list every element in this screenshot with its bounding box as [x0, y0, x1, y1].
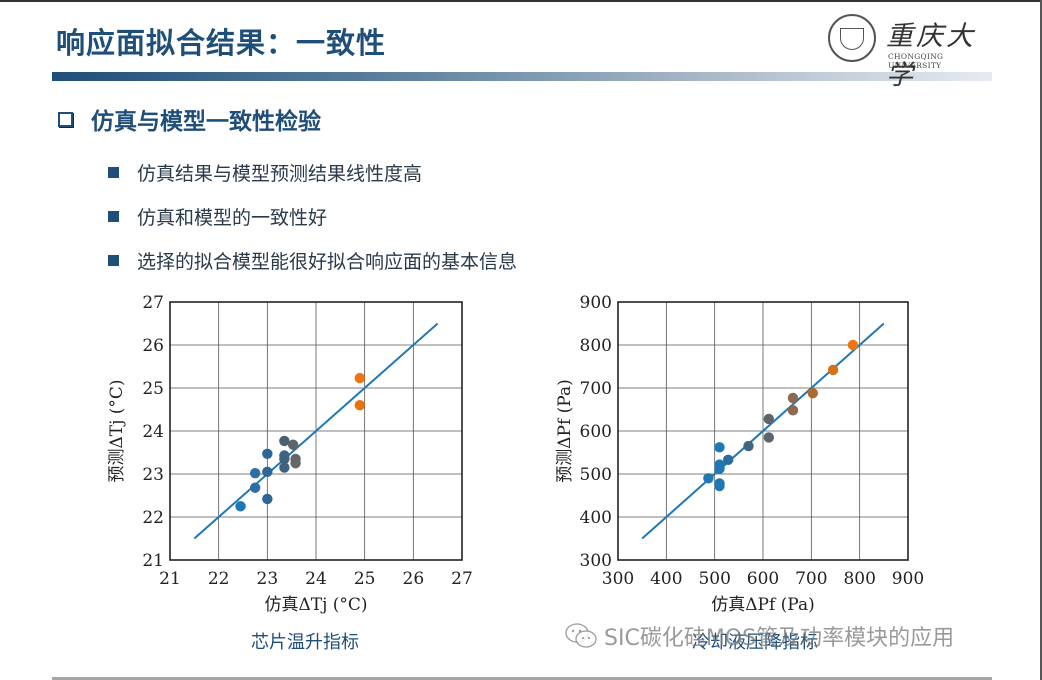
x-axis-label: 仿真ΔTj (°C): [264, 595, 367, 615]
x-tick-label: 26: [403, 569, 425, 589]
data-point: [723, 454, 734, 466]
x-axis-label: 仿真ΔPf (Pa): [711, 595, 815, 615]
chart-junction-temperature: 21 22 23 24 25 26 27 21 22 23 24 25 26 27 仿真ΔTj (°C) 预测…: [100, 290, 500, 620]
bullet-text: 选择的拟合模型能很好拟合响应面的基本信息: [137, 250, 518, 273]
y-axis-label: 预测ΔPf (Pa): [555, 379, 575, 483]
plot-frame: [617, 301, 909, 561]
section-heading-text: 仿真与模型一致性检验: [91, 109, 321, 135]
data-point: [714, 459, 725, 470]
x-tick-label: 900: [892, 569, 924, 589]
university-seal-icon: [828, 14, 876, 62]
fit-line: [193, 322, 439, 540]
x-tick-label: 27: [451, 569, 473, 589]
square-bullet-icon: [108, 254, 119, 266]
scatter-plot-pressure: 300 400 500 600 700 800 900 300 400 500 600 700 800 9…: [555, 293, 924, 615]
y-tick-label: 25: [142, 379, 164, 399]
x-tick-label: 25: [354, 569, 376, 589]
data-point: [703, 473, 714, 484]
bullet-text: 仿真结果与模型预测结果线性度高: [137, 162, 423, 185]
y-tick-label: 26: [142, 336, 164, 356]
data-point: [787, 392, 799, 404]
data-point: [287, 439, 299, 450]
x-tick-label: 700: [795, 569, 827, 589]
data-point: [714, 442, 725, 453]
bottom-divider: [52, 677, 992, 680]
square-bullet-icon: [108, 166, 119, 178]
y-tick-label: 600: [580, 422, 612, 442]
data-point: [847, 339, 859, 351]
data-point: [249, 467, 261, 479]
x-tick-label: 24: [305, 569, 327, 589]
data-point: [279, 462, 290, 473]
checkbox-bullet-icon: [58, 111, 73, 127]
data-point: [763, 413, 774, 425]
x-tick-label: 500: [698, 569, 730, 589]
data-point: [714, 478, 725, 489]
x-tick-label: 300: [602, 569, 634, 589]
data-point: [807, 387, 818, 399]
y-tick-label: 24: [142, 422, 164, 442]
data-point: [354, 400, 365, 411]
plot-frame: [169, 301, 463, 561]
bullet-list: 仿真结果与模型预测结果线性度高 仿真和模型的一致性好 选择的拟合模型能很好拟合响…: [108, 150, 517, 282]
slide-right-border: [1040, 0, 1042, 680]
y-tick-label: 27: [142, 293, 164, 313]
data-point: [763, 432, 774, 443]
section-heading: 仿真与模型一致性检验: [58, 102, 321, 136]
square-bullet-icon: [108, 210, 119, 222]
data-point: [827, 364, 839, 376]
wechat-icon: [565, 623, 597, 648]
x-tick-label: 23: [257, 569, 279, 589]
x-tick-label: 800: [843, 569, 875, 589]
x-tick-label: 22: [208, 569, 230, 589]
y-tick-label: 900: [580, 293, 612, 313]
caption-right: 冷却液压降指标: [692, 632, 818, 653]
logo-english-name: CHONGQING UNIVERSITY: [888, 52, 944, 70]
y-axis-label: 预测ΔTj (°C): [107, 379, 127, 482]
fit-line: [641, 322, 885, 540]
data-point: [290, 453, 301, 465]
seal-shield-icon: [840, 28, 864, 50]
data-point: [787, 405, 799, 416]
y-tick-label: 700: [580, 379, 612, 399]
y-tick-label: 800: [580, 336, 612, 356]
slide-title: 响应面拟合结果：一致性: [56, 26, 387, 60]
data-point: [743, 440, 754, 452]
data-point: [262, 448, 273, 459]
data-point: [279, 435, 290, 447]
data-point: [279, 450, 290, 461]
data-point: [262, 466, 273, 478]
y-tick-label: 300: [580, 551, 612, 571]
data-point: [235, 501, 246, 512]
bullet-item: 仿真结果与模型预测结果线性度高: [108, 150, 517, 194]
university-logo: 重庆大学 CHONGQING UNIVERSITY: [828, 12, 998, 91]
y-tick-label: 500: [580, 465, 612, 485]
chart-pressure-drop: 300 400 500 600 700 800 900 300 400 500 600 700 800 9…: [540, 290, 940, 620]
caption-left: 芯片温升指标: [251, 632, 359, 653]
slide-top-border: [0, 0, 1042, 2]
x-tick-label: 400: [650, 569, 682, 589]
title-gradient-bar: [52, 72, 992, 81]
logo-chinese-name: 重庆大学: [886, 21, 976, 91]
y-tick-label: 22: [142, 508, 164, 528]
data-point: [262, 493, 273, 505]
x-tick-label: 21: [159, 569, 181, 589]
scatter-plot-temperature: 21 22 23 24 25 26 27 21 22 23 24 25 26 27 仿真ΔTj (°C) 预测…: [107, 293, 473, 615]
y-tick-label: 21: [142, 551, 164, 571]
y-tick-label: 23: [142, 465, 164, 485]
x-tick-label: 600: [747, 569, 779, 589]
y-tick-label: 400: [580, 508, 612, 528]
bullet-item: 仿真和模型的一致性好: [108, 194, 517, 238]
watermark: SIC碳化硅MOS管及功率模块的应用: [564, 620, 954, 652]
data-point: [354, 372, 365, 384]
data-point: [249, 482, 261, 493]
bullet-item: 选择的拟合模型能很好拟合响应面的基本信息: [108, 238, 517, 282]
bullet-text: 仿真和模型的一致性好: [137, 206, 328, 229]
watermark-text: SIC碳化硅MOS管及功率模块的应用: [604, 626, 955, 651]
